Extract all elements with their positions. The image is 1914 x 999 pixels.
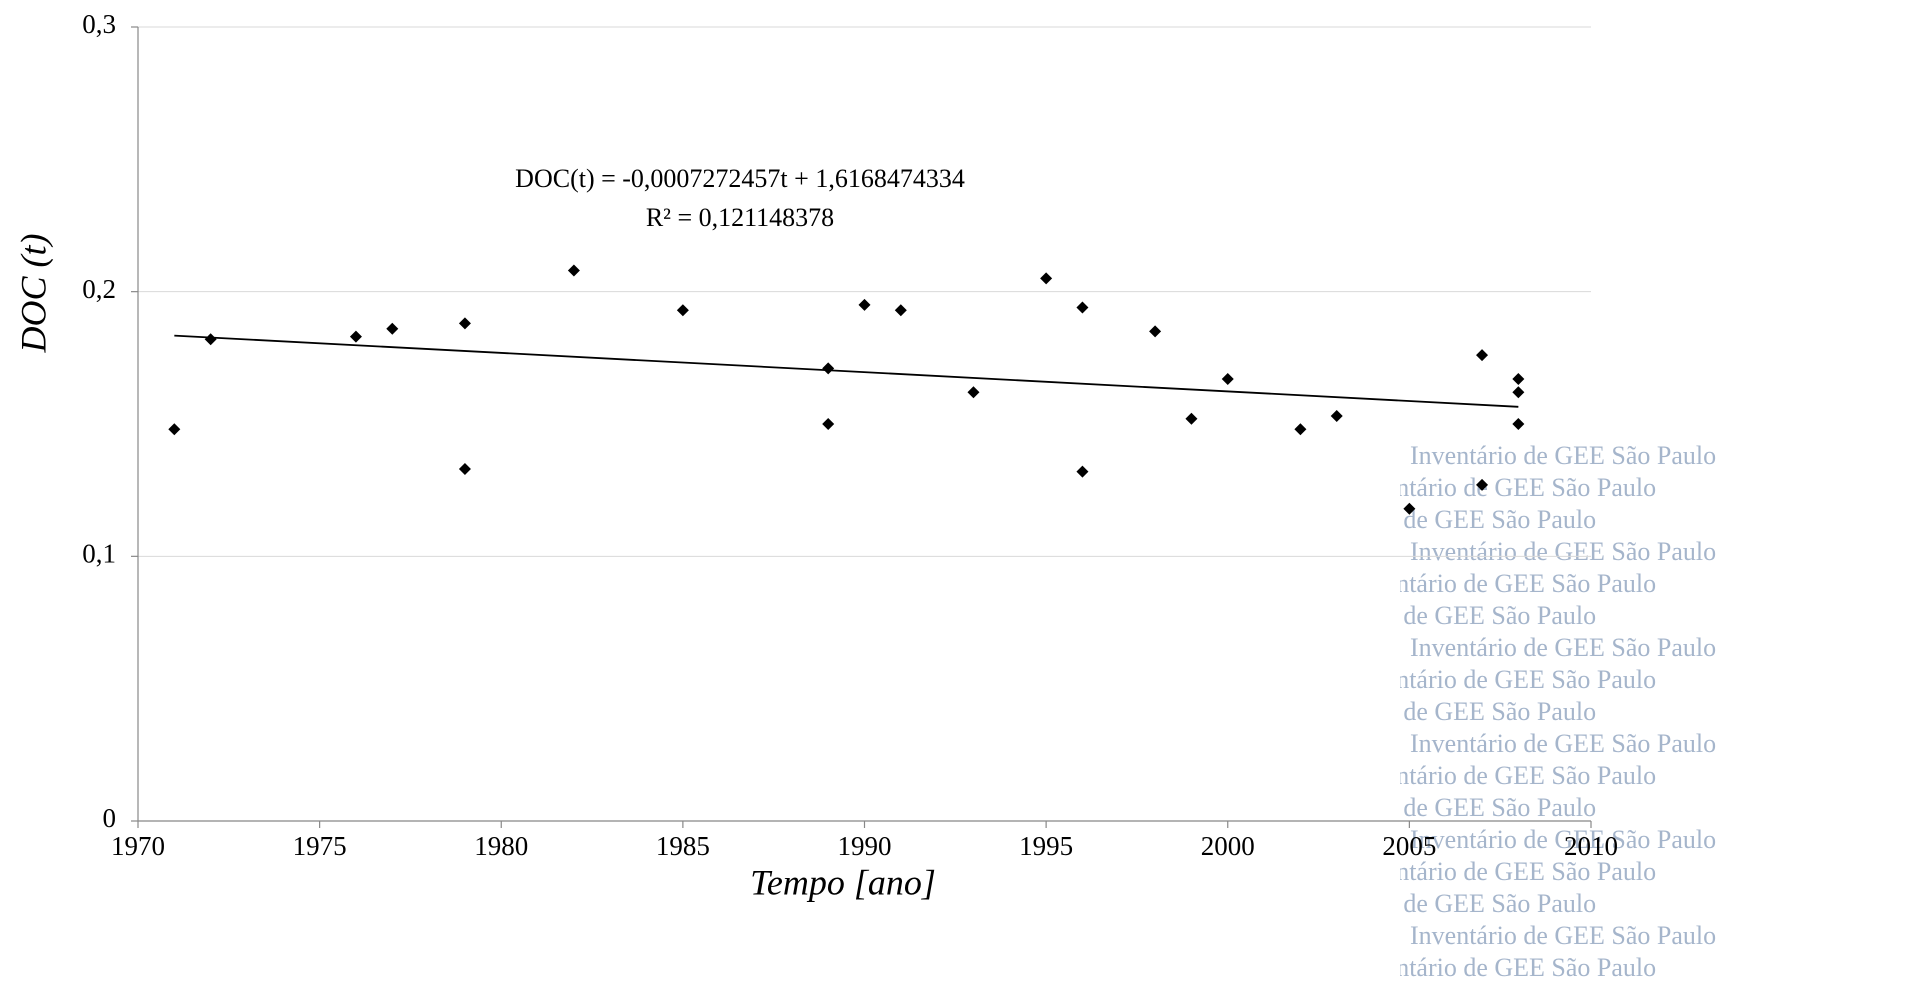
data-point bbox=[204, 333, 217, 346]
y-axis-title: DOC (t) bbox=[13, 234, 53, 354]
data-point bbox=[822, 362, 835, 375]
data-point bbox=[458, 462, 471, 475]
data-point bbox=[858, 298, 871, 311]
watermark-text: Inventário de GEE São Paulo bbox=[1350, 857, 1656, 886]
x-tick-label: 2010 bbox=[1564, 831, 1618, 861]
trend-equation: DOC(t) = -0,0007272457t + 1,6168474334 bbox=[515, 164, 965, 193]
data-point bbox=[822, 418, 835, 430]
x-tick-label: 1980 bbox=[474, 831, 528, 861]
watermark-text: Inventário de GEE São Paulo bbox=[1410, 537, 1716, 566]
data-point bbox=[458, 317, 471, 330]
watermark-text: Inventário de GEE São Paulo bbox=[1350, 473, 1656, 502]
data-point bbox=[386, 322, 399, 335]
x-tick-label: 1975 bbox=[293, 831, 347, 861]
x-tick-label: 1995 bbox=[1019, 831, 1073, 861]
data-point bbox=[1076, 465, 1089, 478]
x-tick-label: 1990 bbox=[838, 831, 892, 861]
y-tick-label: 0 bbox=[103, 803, 117, 833]
data-point bbox=[567, 264, 580, 277]
r-squared: R² = 0,121148378 bbox=[646, 203, 834, 232]
watermark-text: Inventário de GEE São Paulo bbox=[1410, 441, 1716, 470]
watermark: Inventário de GEE São Paulo Inventário de… bbox=[1290, 441, 1716, 982]
x-tick-label: 1970 bbox=[111, 831, 165, 861]
watermark-text: Inventário de GEE São Paulo bbox=[1290, 505, 1596, 534]
watermark-text: Inventário de GEE São Paulo bbox=[1290, 697, 1596, 726]
data-point bbox=[676, 304, 689, 317]
x-tick-label: 2000 bbox=[1201, 831, 1255, 861]
watermark-text: Inventário de GEE São Paulo bbox=[1410, 633, 1716, 662]
y-tick-label: 0,3 bbox=[82, 9, 116, 39]
data-point bbox=[1221, 373, 1234, 386]
data-point bbox=[1512, 386, 1525, 399]
data-point bbox=[1185, 412, 1198, 425]
data-point bbox=[1040, 272, 1053, 285]
data-point bbox=[1403, 502, 1416, 515]
trend-line bbox=[174, 334, 1519, 408]
watermark-text: Inventário de GEE São Paulo bbox=[1410, 825, 1716, 854]
watermark-text: Inventário de GEE São Paulo bbox=[1350, 761, 1656, 790]
data-point bbox=[1294, 423, 1307, 436]
data-point bbox=[967, 386, 980, 399]
data-point bbox=[1149, 325, 1162, 338]
watermark-text: Inventário de GEE São Paulo bbox=[1350, 665, 1656, 694]
data-point bbox=[1076, 301, 1089, 314]
watermark-text: Inventário de GEE São Paulo bbox=[1350, 953, 1656, 982]
x-tick-label: 2005 bbox=[1382, 831, 1436, 861]
x-axis-title: Tempo [ano] bbox=[750, 862, 936, 902]
data-point bbox=[1476, 349, 1489, 362]
watermark-text: Inventário de GEE São Paulo bbox=[1290, 889, 1596, 918]
watermark-text: Inventário de GEE São Paulo bbox=[1410, 921, 1716, 950]
data-point bbox=[1512, 418, 1525, 430]
watermark-text: Inventário de GEE São Paulo bbox=[1350, 569, 1656, 598]
data-point bbox=[894, 304, 907, 317]
watermark-text: Inventário de GEE São Paulo bbox=[1290, 793, 1596, 822]
y-tick-label: 0,1 bbox=[82, 539, 116, 569]
data-point bbox=[1330, 410, 1343, 423]
data-point bbox=[1476, 478, 1489, 491]
x-tick-label: 1985 bbox=[656, 831, 710, 861]
data-point bbox=[349, 330, 362, 343]
watermark-text: Inventário de GEE São Paulo bbox=[1410, 729, 1716, 758]
data-point bbox=[168, 423, 181, 436]
watermark-text: Inventário de GEE São Paulo bbox=[1290, 601, 1596, 630]
y-tick-label: 0,2 bbox=[82, 274, 116, 304]
data-point bbox=[1512, 373, 1525, 386]
